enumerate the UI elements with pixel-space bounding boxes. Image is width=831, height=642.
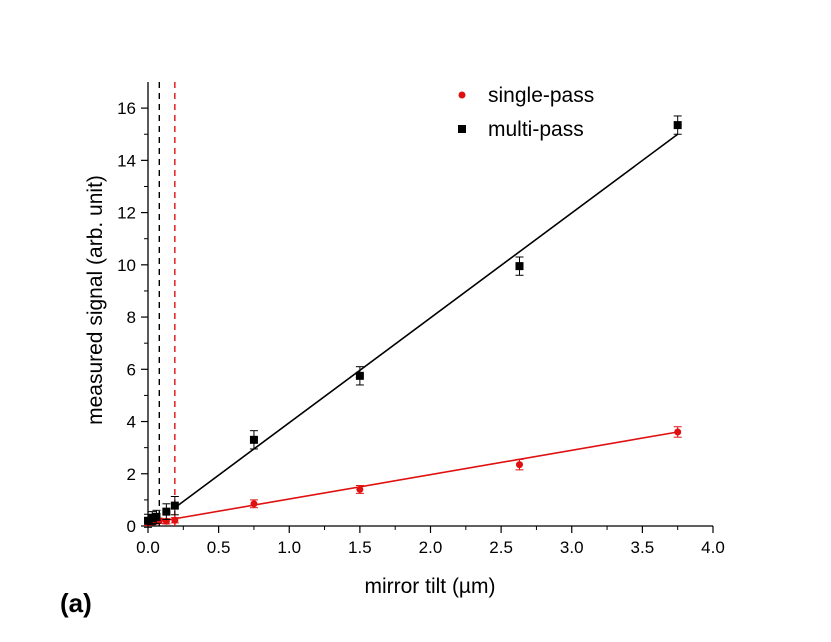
plot-area: 0 2 4 6 8 10 12 14 16 0.0 0.5 1.0 1.5 2.0 2.5 3.0 3.5 4.0 <box>117 82 725 557</box>
x-tick-label: 3.5 <box>631 538 655 557</box>
x-tick-label: 1.5 <box>348 538 372 557</box>
y-tick-label: 2 <box>127 465 136 484</box>
fit-line-single-pass <box>147 431 678 525</box>
legend-label-single-pass: single-pass <box>488 84 594 107</box>
y-tick-label: 6 <box>127 360 136 379</box>
data-point-multi-pass <box>148 514 157 523</box>
data-point-multi-pass <box>673 121 682 130</box>
data-point-single-pass <box>515 461 523 469</box>
legend: single-pass multi-pass <box>458 84 594 141</box>
data-point-multi-pass <box>162 507 171 516</box>
x-tick-label: 0.5 <box>207 538 231 557</box>
fit-line-multi-pass <box>174 133 679 509</box>
y-tick-label: 10 <box>117 256 136 275</box>
data-point-single-pass <box>250 500 258 508</box>
legend-label-multi-pass: multi-pass <box>488 118 584 141</box>
y-tick-label: 12 <box>117 204 136 223</box>
x-tick-label: 1.0 <box>277 538 301 557</box>
x-tick-label: 4.0 <box>701 538 725 557</box>
y-tick-label: 4 <box>127 413 136 432</box>
data-point-single-pass <box>356 485 364 493</box>
data-point-multi-pass <box>144 516 152 525</box>
y-axis-title: measured signal (arb. unit) <box>84 175 107 425</box>
data-point-multi-pass <box>170 501 179 510</box>
y-tick-label: 8 <box>127 308 136 327</box>
y-tick-label: 0 <box>127 517 136 536</box>
y-tick-label: 14 <box>117 151 136 170</box>
data-point-multi-pass <box>515 262 524 271</box>
data-point-single-pass <box>674 428 682 436</box>
data-point-multi-pass <box>152 512 161 521</box>
data-point-multi-pass <box>249 435 258 444</box>
y-tick-label: 16 <box>117 99 136 118</box>
x-tick-label: 2.0 <box>419 538 443 557</box>
panel-label: (a) <box>60 588 92 618</box>
data-point-single-pass <box>171 516 179 524</box>
legend-marker-single-pass <box>458 91 466 99</box>
x-tick-label: 3.0 <box>560 538 584 557</box>
legend-marker-multi-pass <box>458 125 466 133</box>
x-axis-title: mirror tilt (µm) <box>364 575 495 598</box>
x-tick-label: 2.5 <box>489 538 513 557</box>
data-point-multi-pass <box>355 371 364 380</box>
x-tick-label: 0.0 <box>136 538 160 557</box>
